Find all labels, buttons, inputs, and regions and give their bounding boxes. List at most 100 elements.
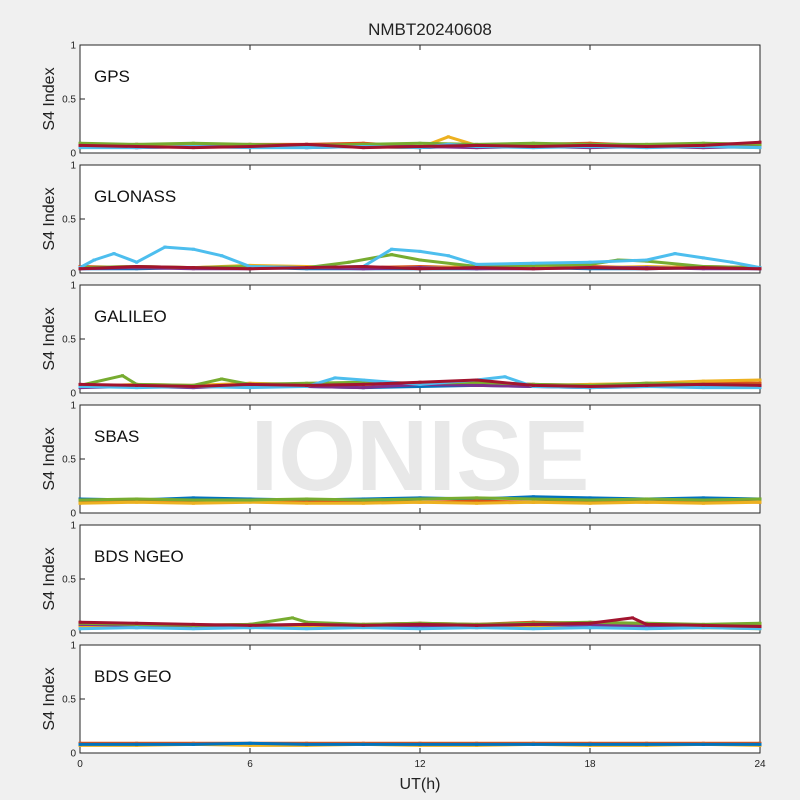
data-point <box>418 380 422 384</box>
y-tick-label: 0.5 <box>62 455 76 466</box>
data-point <box>475 626 479 630</box>
data-point <box>248 741 252 745</box>
data-point <box>701 496 705 500</box>
data-point <box>645 742 649 746</box>
panel-label: GALILEO <box>94 307 167 326</box>
data-point <box>588 496 592 500</box>
data-point <box>673 252 677 256</box>
data-point <box>191 496 195 500</box>
data-point <box>361 382 365 386</box>
data-point <box>418 249 422 253</box>
data-point <box>531 497 535 501</box>
data-point <box>78 143 82 147</box>
data-point <box>588 623 592 627</box>
panel-2: 0 0.5 1 S4 Index GLONASS <box>41 161 762 280</box>
data-point <box>305 146 309 150</box>
panel-6: 0 0.5 1 S4 Index BDS GEO <box>41 641 762 760</box>
y-tick-label: 0.5 <box>62 575 76 586</box>
data-point <box>135 145 139 149</box>
x-axis-label: UT(h) <box>400 776 441 793</box>
data-point <box>418 382 422 386</box>
y-axis-label: S4 Index <box>41 307 58 370</box>
data-point <box>305 383 309 387</box>
data-point <box>758 621 762 625</box>
data-point <box>758 378 762 382</box>
data-point <box>503 375 507 379</box>
panels-group: 0 0.5 1 S4 Index GPS 0 0.5 1 S4 Index GLONASS 0 0.5… <box>41 41 766 771</box>
data-point <box>758 383 762 387</box>
data-point <box>475 262 479 266</box>
y-tick-label: 1 <box>70 281 76 292</box>
data-point <box>305 622 309 626</box>
data-point <box>361 501 365 505</box>
data-point <box>191 266 195 270</box>
data-point <box>305 627 309 631</box>
y-tick-label: 1 <box>70 161 76 172</box>
data-point <box>248 498 252 502</box>
data-point <box>758 146 762 150</box>
data-point <box>135 260 139 264</box>
data-point <box>418 267 422 271</box>
x-tick-label: 18 <box>584 759 596 770</box>
data-point <box>135 621 139 625</box>
data-point <box>758 140 762 144</box>
y-tick-label: 0.5 <box>62 215 76 226</box>
panel-axes-box <box>79 44 761 154</box>
chart-title: NMBT20240608 <box>368 20 492 39</box>
y-tick-label: 0 <box>70 509 76 520</box>
data-point <box>305 620 309 624</box>
data-point <box>305 266 309 270</box>
data-point <box>475 143 479 147</box>
data-point <box>531 267 535 271</box>
data-point <box>701 742 705 746</box>
data-point <box>248 626 252 630</box>
data-point <box>135 142 139 146</box>
data-point <box>361 626 365 630</box>
data-point <box>248 145 252 149</box>
data-point <box>588 501 592 505</box>
data-point <box>191 385 195 389</box>
data-point <box>531 495 535 499</box>
data-point <box>645 381 649 385</box>
data-point <box>531 145 535 149</box>
data-point <box>191 622 195 626</box>
data-point <box>112 252 116 256</box>
data-point <box>305 142 309 146</box>
panel-3: 0 0.5 1 S4 Index GALILEO <box>41 281 762 400</box>
data-point <box>390 253 394 257</box>
data-point <box>418 145 422 149</box>
data-point <box>248 743 252 747</box>
y-tick-label: 0 <box>70 269 76 280</box>
data-point <box>475 380 479 384</box>
data-point <box>418 258 422 262</box>
data-point <box>475 623 479 627</box>
data-point <box>446 142 450 146</box>
data-point <box>135 500 139 504</box>
data-point <box>163 245 167 249</box>
data-point <box>701 266 705 270</box>
data-point <box>645 500 649 504</box>
data-point <box>135 626 139 630</box>
panel-4: 0 0.5 1 S4 Index SBAS <box>41 401 762 520</box>
data-point <box>645 497 649 501</box>
data-point <box>418 385 422 389</box>
data-point <box>78 498 82 502</box>
data-point <box>135 386 139 390</box>
data-point <box>645 625 649 629</box>
data-point <box>588 498 592 502</box>
data-point <box>446 254 450 258</box>
data-point <box>418 500 422 504</box>
data-point <box>701 141 705 145</box>
x-tick-label: 24 <box>754 759 766 770</box>
data-point <box>588 260 592 264</box>
data-point <box>418 497 422 501</box>
data-point <box>418 625 422 629</box>
y-tick-label: 0 <box>70 749 76 760</box>
data-point <box>531 742 535 746</box>
data-point <box>645 622 649 626</box>
data-point <box>361 498 365 502</box>
panel-label: SBAS <box>94 427 139 446</box>
data-point <box>531 383 535 387</box>
data-point <box>645 142 649 146</box>
data-point <box>531 500 535 504</box>
